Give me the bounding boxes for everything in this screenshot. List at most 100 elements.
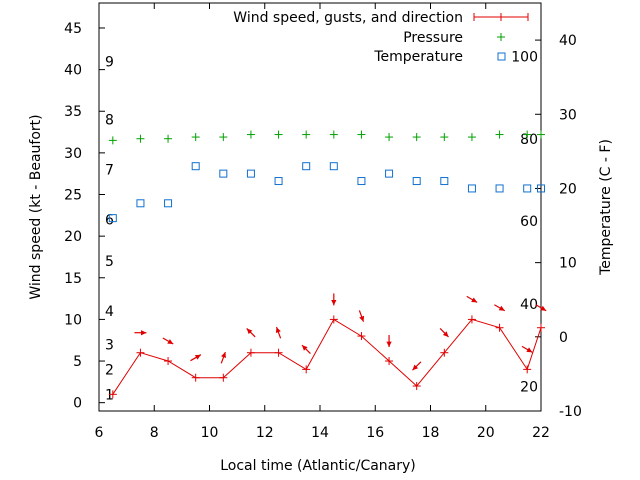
wind-direction-arrow xyxy=(358,310,365,322)
temperature-point xyxy=(495,184,504,193)
pressure-point xyxy=(523,130,532,139)
x-tick-label: 10 xyxy=(201,425,219,441)
beaufort-label: 1 xyxy=(105,387,114,403)
temperature-point xyxy=(302,162,311,171)
temperature-point xyxy=(467,184,476,193)
beaufort-label: 7 xyxy=(105,163,114,179)
beaufort-label: 9 xyxy=(105,54,114,70)
x-tick-label: 22 xyxy=(532,425,550,441)
y-axis-title: Wind speed (kt - Beaufort) xyxy=(28,114,44,299)
beaufort-label: 8 xyxy=(105,113,114,129)
wind-direction-arrow xyxy=(521,345,533,353)
pressure-point xyxy=(108,136,117,145)
x-tick-label: 18 xyxy=(422,425,440,441)
beaufort-label: 5 xyxy=(105,254,114,270)
pressure-point xyxy=(412,133,421,142)
wind-point xyxy=(136,348,145,357)
beaufort-label: 2 xyxy=(105,362,114,378)
legend-wind-sample xyxy=(473,13,529,21)
temperature-point xyxy=(164,199,173,208)
pressure-point xyxy=(246,130,255,139)
wind-direction-arrow xyxy=(439,328,449,338)
y-tick-label: 10 xyxy=(64,312,82,328)
beaufort-label: 3 xyxy=(105,337,114,353)
temperature-point xyxy=(523,184,532,193)
wind-point xyxy=(329,315,338,324)
y-tick-label: 20 xyxy=(64,229,82,245)
pressure-point xyxy=(467,133,476,142)
wind-direction-arrow xyxy=(386,335,392,348)
wind-direction-arrow xyxy=(246,328,256,338)
wind-point xyxy=(219,373,228,382)
legend: Wind speed, gusts, and direction Pressur… xyxy=(233,10,529,65)
wind-point xyxy=(537,323,545,332)
temperature-point xyxy=(412,177,421,186)
y2-tick-label: 10 xyxy=(559,256,577,272)
x-tick-label: 8 xyxy=(150,425,159,441)
y2-tick-label: 30 xyxy=(559,107,577,123)
y2-tick-label: 20 xyxy=(559,181,577,197)
temperature-point xyxy=(108,214,117,223)
pressure-point xyxy=(302,130,311,139)
legend-temperature-label: Temperature xyxy=(373,49,463,65)
y-tick-label: 25 xyxy=(64,188,82,204)
x-tick-label: 6 xyxy=(95,425,104,441)
temperature-point xyxy=(136,199,145,208)
wind-point xyxy=(357,332,366,341)
pressure-point xyxy=(164,134,173,143)
temperature-point xyxy=(246,169,255,178)
pressure-point xyxy=(357,130,366,139)
pressure-point xyxy=(219,133,228,142)
wind-direction-arrow xyxy=(412,361,422,371)
wind-point xyxy=(495,323,504,332)
pressure-point xyxy=(136,134,145,143)
wind-point xyxy=(191,373,200,382)
wind-speed-line xyxy=(112,318,542,395)
y-tick-label: 45 xyxy=(64,21,82,37)
y-tick-label: 35 xyxy=(64,104,82,120)
temperature-point xyxy=(440,177,449,186)
beaufort-label: 4 xyxy=(105,304,114,320)
x-axis-title: Local time (Atlantic/Canary) xyxy=(220,458,416,474)
wind-direction-arrow xyxy=(331,293,337,306)
fahrenheit-label: 40 xyxy=(520,297,538,313)
fahrenheit-label: 100 xyxy=(511,49,538,65)
x-tick-label: 12 xyxy=(256,425,274,441)
wind-point xyxy=(523,365,532,374)
legend-temperature-marker xyxy=(497,52,506,61)
x-tick-label: 16 xyxy=(366,425,384,441)
wind-direction-arrow xyxy=(220,351,226,364)
temperature-point xyxy=(274,177,283,186)
y2-tick-label: -10 xyxy=(559,404,582,420)
y-tick-label: 15 xyxy=(64,271,82,287)
pressure-point xyxy=(440,133,449,142)
wind-point xyxy=(274,348,283,357)
wind-point xyxy=(385,357,394,366)
temperature-point xyxy=(191,162,200,171)
wind-point xyxy=(302,365,311,374)
wind-point xyxy=(164,357,173,366)
temperature-point xyxy=(329,162,338,171)
wind-direction-arrow xyxy=(535,304,547,312)
wind-direction-arrow xyxy=(162,337,174,345)
wind-direction-arrow xyxy=(134,330,147,336)
fahrenheit-label: 20 xyxy=(520,380,538,396)
legend-pressure-label: Pressure xyxy=(403,30,463,46)
y2-axis-title: Temperature (C - F) xyxy=(598,139,614,276)
y-tick-label: 0 xyxy=(73,396,82,412)
wind-direction-arrow xyxy=(275,326,282,339)
x-tick-label: 20 xyxy=(477,425,495,441)
legend-wind-label: Wind speed, gusts, and direction xyxy=(233,10,463,26)
y-tick-label: 5 xyxy=(73,354,82,370)
wind-point xyxy=(108,390,117,399)
pressure-point xyxy=(329,130,338,139)
fahrenheit-label: 60 xyxy=(520,214,538,230)
y2-tick-label: 0 xyxy=(559,330,568,346)
legend-pressure-marker xyxy=(497,33,505,41)
wind-point xyxy=(440,348,449,357)
fahrenheit-label: 80 xyxy=(520,132,538,148)
wind-direction-arrow xyxy=(466,295,478,303)
pressure-point xyxy=(274,130,283,139)
pressure-point xyxy=(385,133,394,142)
